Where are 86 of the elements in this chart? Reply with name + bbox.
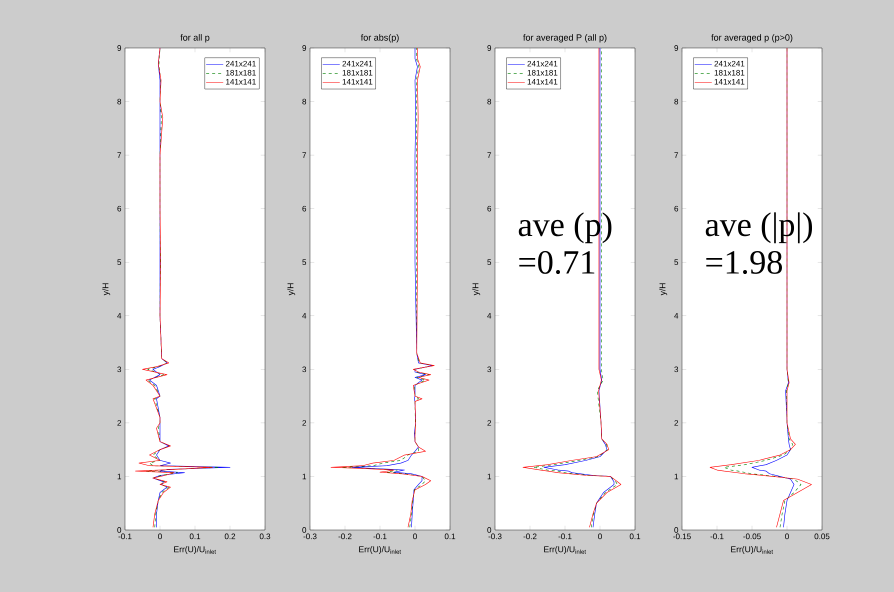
y-tick-label: 5 bbox=[487, 259, 492, 266]
y-tick-label: 0 bbox=[302, 527, 306, 533]
legend-label: 181x181 bbox=[342, 70, 372, 76]
x-tick-label: -0.15 bbox=[673, 534, 691, 540]
y-tick-label: 4 bbox=[117, 313, 122, 319]
y-tick-label: 3 bbox=[487, 366, 492, 372]
y-tick-label: 9 bbox=[117, 45, 122, 51]
y-tick-label: 6 bbox=[487, 206, 492, 212]
y-tick-label: 1 bbox=[302, 474, 306, 480]
annotation: =1.98 bbox=[706, 250, 782, 274]
x-tick-label: -0.2 bbox=[338, 534, 352, 540]
x-axis-title: Err(U)/U$_{inlet}$ bbox=[731, 546, 773, 554]
y-tick-label: 1 bbox=[674, 474, 678, 480]
y-tick-label: 0 bbox=[117, 527, 122, 533]
legend-label: 181x181 bbox=[528, 70, 558, 76]
y-tick-label: 8 bbox=[487, 98, 492, 104]
y-tick-label: 8 bbox=[302, 98, 306, 104]
x-tick-label: -0.2 bbox=[523, 534, 536, 540]
legend-label: 141x141 bbox=[342, 79, 372, 85]
y-tick-label: 9 bbox=[674, 45, 678, 51]
y-tick-label: 5 bbox=[302, 259, 306, 266]
x-tick-label: -0.3 bbox=[303, 534, 317, 540]
y-tick-label: 9 bbox=[487, 45, 492, 51]
y-axis-title: y/H bbox=[102, 283, 110, 296]
y-tick-label: 5 bbox=[117, 259, 122, 266]
annotation: =0.71 bbox=[519, 250, 594, 274]
y-tick-label: 7 bbox=[302, 152, 306, 158]
x-tick-label: 0.1 bbox=[190, 534, 200, 540]
legend-label: 141x141 bbox=[714, 79, 744, 85]
y-tick-label: 0 bbox=[487, 527, 492, 533]
y-tick-label: 2 bbox=[487, 420, 492, 426]
x-tick-label: 0.2 bbox=[224, 534, 236, 540]
y-axis-title: y/H bbox=[659, 283, 668, 296]
x-tick-label: 0 bbox=[413, 534, 417, 540]
x-tick-label: 0.1 bbox=[630, 534, 640, 540]
x-tick-label: 0 bbox=[785, 534, 789, 540]
x-tick-label: 0.1 bbox=[444, 534, 456, 540]
x-tick-label: 0.3 bbox=[260, 534, 270, 540]
x-tick-label: -0.05 bbox=[743, 534, 761, 540]
y-tick-label: 4 bbox=[302, 313, 306, 319]
x-tick-label: -0.1 bbox=[373, 534, 387, 540]
y-tick-label: 6 bbox=[302, 206, 306, 212]
y-axis-title: y/H bbox=[472, 283, 480, 296]
y-tick-label: 5 bbox=[674, 259, 678, 266]
x-axis-title: Err(U)/U$_{inlet}$ bbox=[359, 546, 401, 554]
x-tick-label: 0 bbox=[598, 534, 602, 540]
y-tick-label: 2 bbox=[117, 420, 122, 426]
y-tick-label: 1 bbox=[488, 474, 492, 480]
legend-label: 181x181 bbox=[714, 70, 744, 76]
y-tick-label: 6 bbox=[674, 206, 678, 212]
legend-label: 241x241 bbox=[226, 60, 256, 66]
legend-label: 141x141 bbox=[226, 79, 256, 85]
y-tick-label: 7 bbox=[117, 152, 122, 158]
y-tick-label: 8 bbox=[674, 98, 678, 104]
x-axis-title: Err(U)/U$_{inlet}$ bbox=[544, 546, 586, 554]
x-axis-title: Err(U)/U$_{inlet}$ bbox=[174, 546, 216, 554]
chart-title: for averaged P (all p) bbox=[523, 34, 606, 42]
x-tick-label: 0 bbox=[158, 534, 162, 540]
y-tick-label: 1 bbox=[118, 474, 122, 480]
x-tick-label: -0.3 bbox=[488, 534, 502, 540]
x-tick-label: 0.05 bbox=[814, 534, 830, 540]
y-tick-label: 0 bbox=[674, 527, 678, 533]
y-tick-label: 3 bbox=[117, 366, 122, 372]
y-tick-label: 3 bbox=[302, 366, 306, 372]
chart-title: for all p bbox=[180, 34, 210, 42]
y-tick-label: 4 bbox=[674, 313, 678, 319]
legend-label: 241x241 bbox=[714, 60, 744, 66]
y-axis-title: y/H bbox=[287, 283, 296, 296]
chart-title: for averaged p (p>0) bbox=[711, 34, 792, 42]
y-tick-label: 2 bbox=[674, 420, 678, 426]
y-tick-label: 2 bbox=[302, 420, 306, 426]
x-tick-label: -0.1 bbox=[118, 534, 132, 540]
chart-title: for abs(p) bbox=[360, 34, 399, 42]
y-tick-label: 9 bbox=[302, 45, 306, 51]
y-tick-label: 7 bbox=[674, 152, 678, 158]
x-tick-label: -0.1 bbox=[558, 534, 572, 540]
y-tick-label: 4 bbox=[487, 313, 492, 319]
y-tick-label: 7 bbox=[487, 152, 492, 158]
y-tick-label: 6 bbox=[117, 206, 122, 212]
legend-label: 241x241 bbox=[342, 60, 372, 66]
legend-label: 141x141 bbox=[528, 79, 558, 85]
x-tick-label: -0.1 bbox=[710, 534, 724, 540]
legend-label: 181x181 bbox=[226, 70, 256, 76]
y-tick-label: 3 bbox=[674, 366, 678, 372]
y-tick-label: 8 bbox=[117, 98, 122, 104]
legend-label: 241x241 bbox=[527, 60, 558, 66]
